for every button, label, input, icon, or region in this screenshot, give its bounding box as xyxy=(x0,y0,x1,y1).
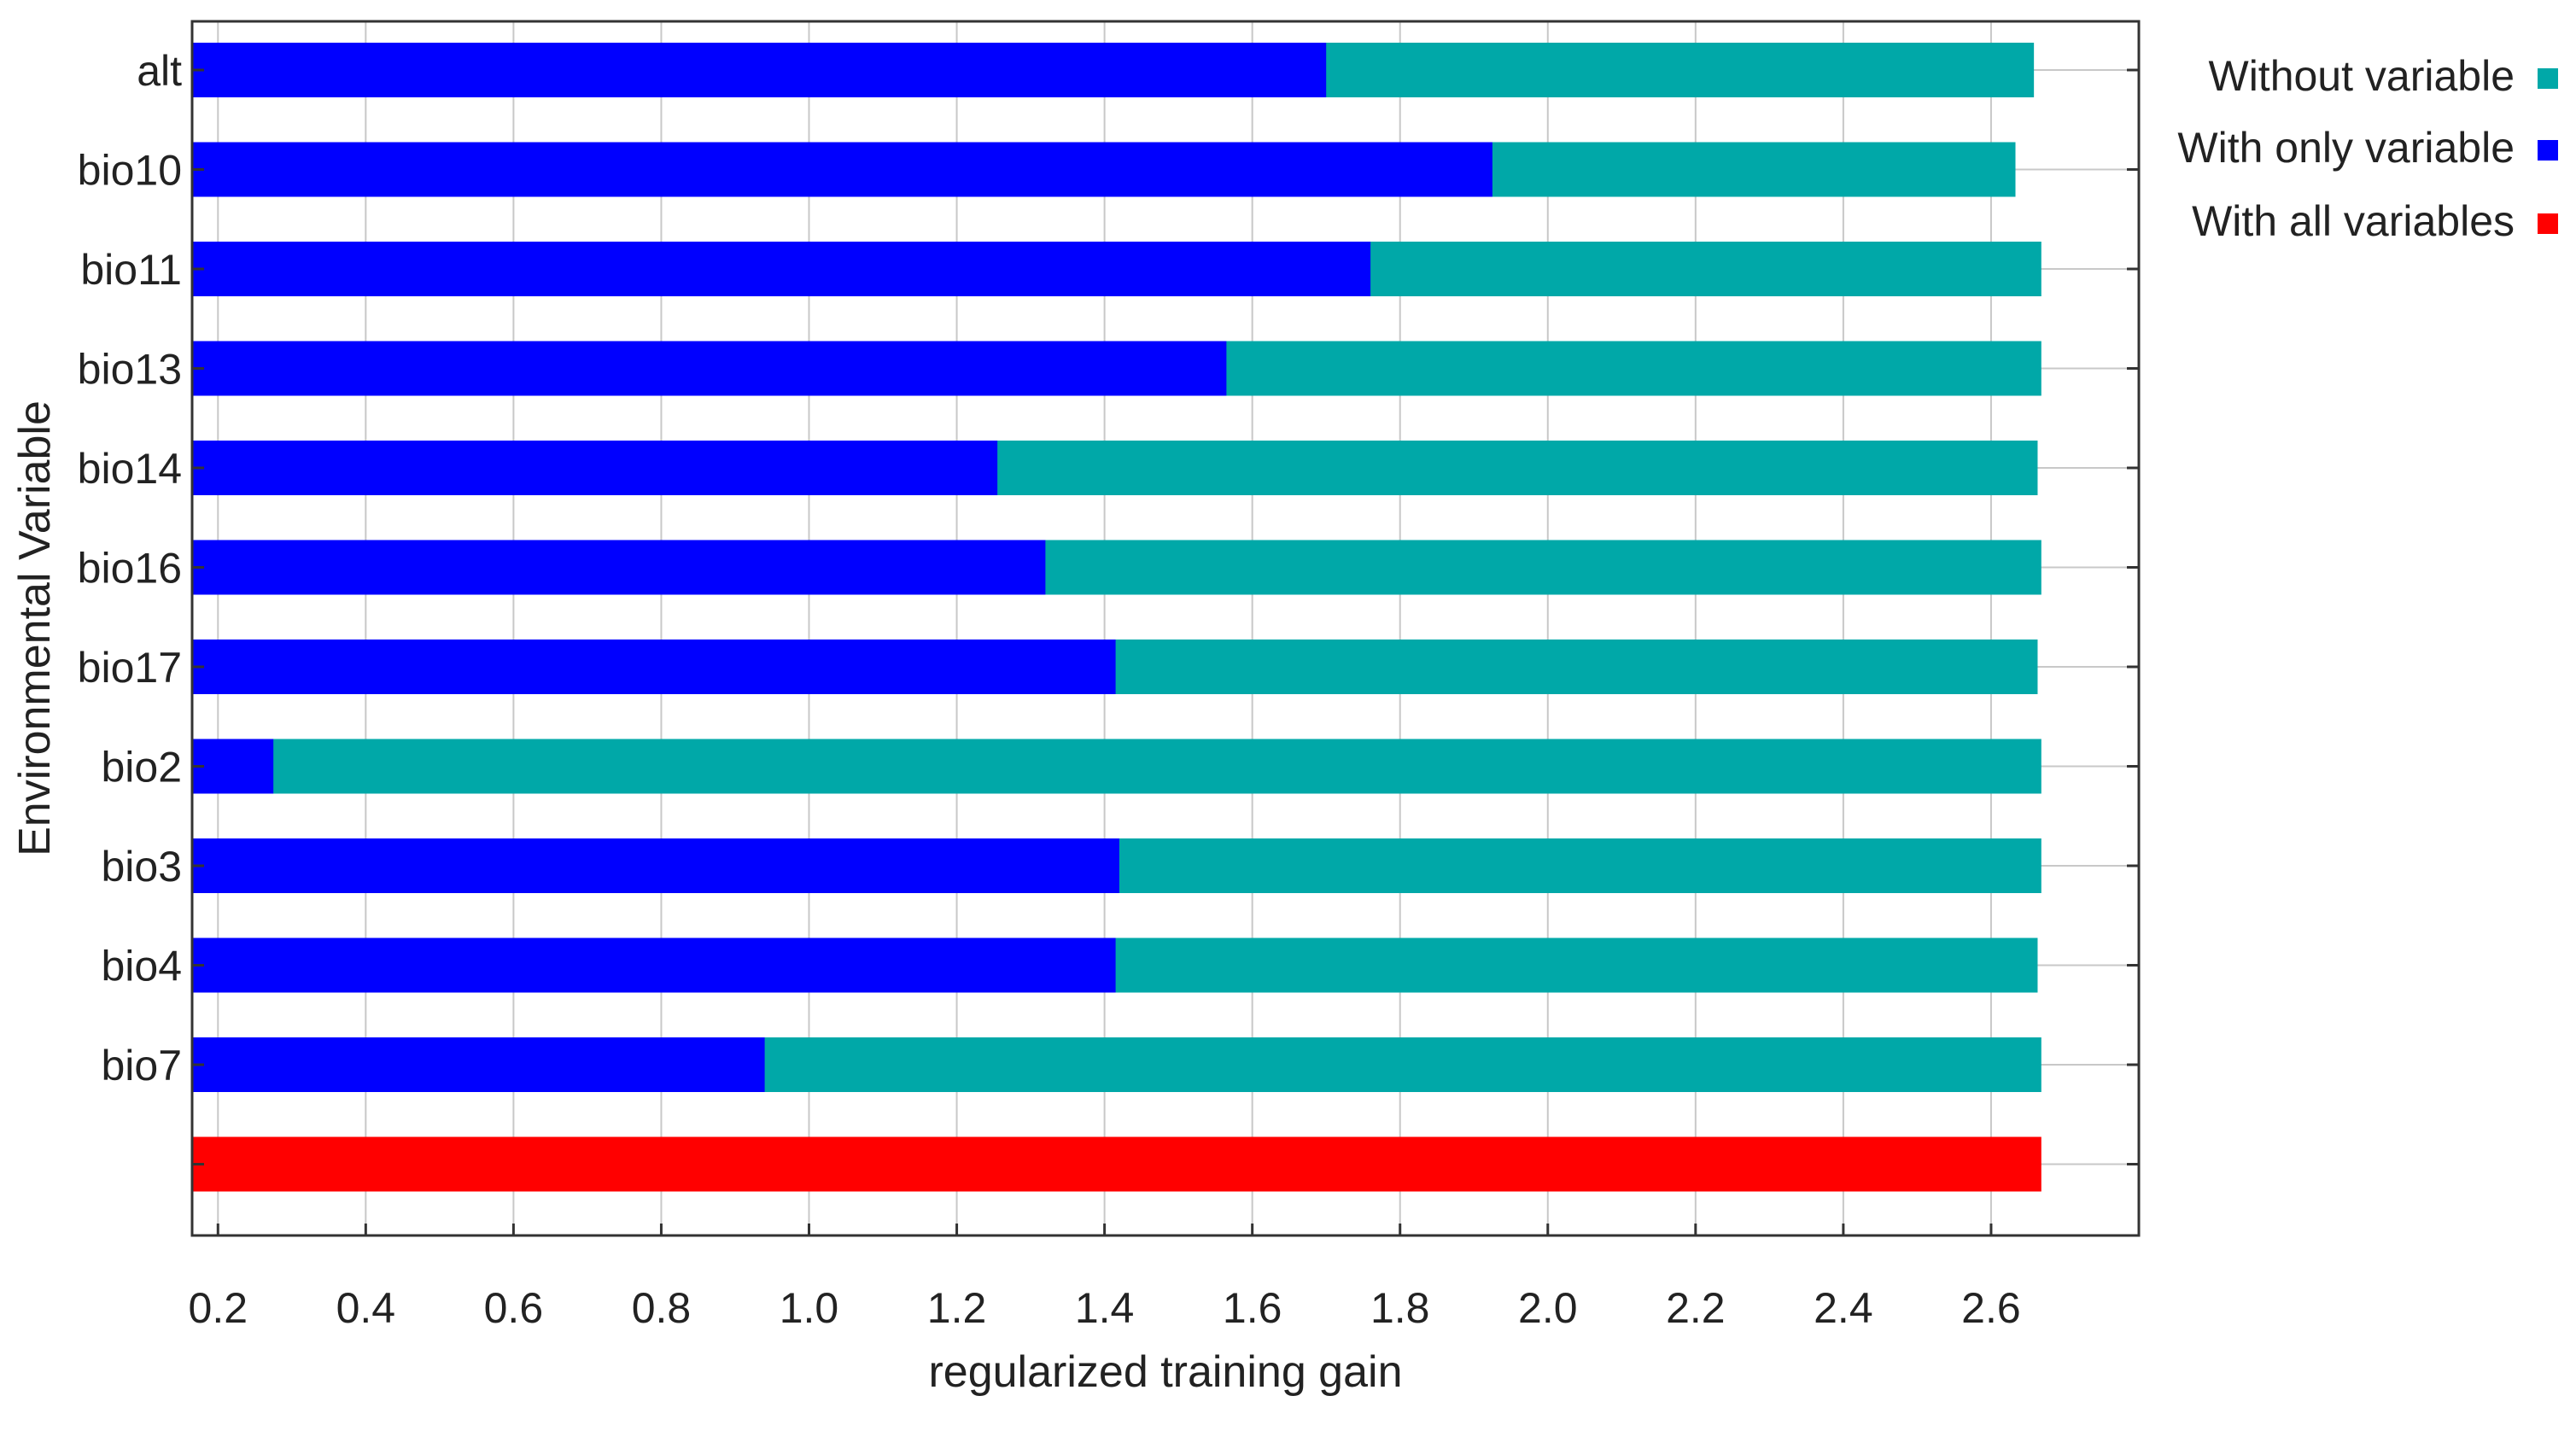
x-tick-label: 1.2 xyxy=(927,1284,987,1332)
x-tick-label: 0.6 xyxy=(484,1284,544,1332)
x-tick-label: 1.6 xyxy=(1223,1284,1282,1332)
x-tick-label: 2.4 xyxy=(1814,1284,1873,1332)
bar-with-all-variables xyxy=(192,1136,2042,1192)
y-category-label: bio11 xyxy=(80,246,182,294)
x-tick-label: 2.2 xyxy=(1666,1284,1726,1332)
plot-frame xyxy=(190,20,2141,1237)
legend-label: Without variable xyxy=(2209,52,2515,100)
bar-with-only-variable-bio17 xyxy=(192,640,1116,694)
y-category-label: bio16 xyxy=(78,545,182,593)
y-category-label: bio2 xyxy=(101,744,182,791)
x-tick-label: 1.4 xyxy=(1075,1284,1135,1332)
y-category-label: bio10 xyxy=(78,147,182,195)
x-tick-label: 1.8 xyxy=(1370,1284,1430,1332)
legend-swatch xyxy=(2538,68,2558,89)
x-tick-label: 1.0 xyxy=(780,1284,839,1332)
y-category-label: bio17 xyxy=(78,644,182,692)
bar-with-only-variable-bio13 xyxy=(192,341,1227,396)
x-tick-label: 2.0 xyxy=(1518,1284,1578,1332)
x-tick-label: 0.8 xyxy=(632,1284,692,1332)
legend: Without variable With only variable With a… xyxy=(2177,52,2558,245)
legend-swatch xyxy=(2538,213,2558,234)
y-category-label: bio13 xyxy=(78,346,182,394)
x-axis-title: regularized training gain xyxy=(928,1347,1402,1397)
legend-label: With all variables xyxy=(2192,197,2515,245)
y-category-label: bio3 xyxy=(101,843,182,891)
y-category-label: alt xyxy=(137,47,182,95)
bar-with-only-variable-bio10 xyxy=(192,142,1492,197)
x-tick-label: 2.6 xyxy=(1961,1284,2021,1332)
bar-with-only-variable-bio7 xyxy=(192,1037,765,1092)
bar-with-only-variable-bio14 xyxy=(192,441,998,495)
tick-layer: 0.2 0.4 0.6 0.8 1.0 1.2 1.4 1.6 1.8 2.0 2.2 2.4 2.6 a… xyxy=(78,47,2139,1332)
bar-with-only-variable-bio11 xyxy=(192,242,1371,296)
y-category-label: bio7 xyxy=(101,1042,182,1089)
bar-with-only-variable-bio2 xyxy=(192,739,274,794)
y-category-label: bio14 xyxy=(78,445,182,493)
bar-with-only-variable-bio4 xyxy=(192,937,1116,993)
bar-with-only-variable-bio16 xyxy=(192,540,1046,595)
y-axis-title: Environmental Variable xyxy=(10,400,60,856)
bar-without-variable-bio2 xyxy=(192,739,2042,794)
bar-with-only-variable-alt xyxy=(192,43,1327,97)
legend-swatch xyxy=(2538,140,2558,161)
y-category-label: bio4 xyxy=(101,943,182,990)
x-tick-label: 0.2 xyxy=(189,1284,248,1332)
bar-with-only-variable-bio3 xyxy=(192,838,1119,893)
x-tick-label: 0.4 xyxy=(336,1284,396,1332)
legend-label: With only variable xyxy=(2177,124,2515,172)
bar-layer xyxy=(192,43,2042,1192)
